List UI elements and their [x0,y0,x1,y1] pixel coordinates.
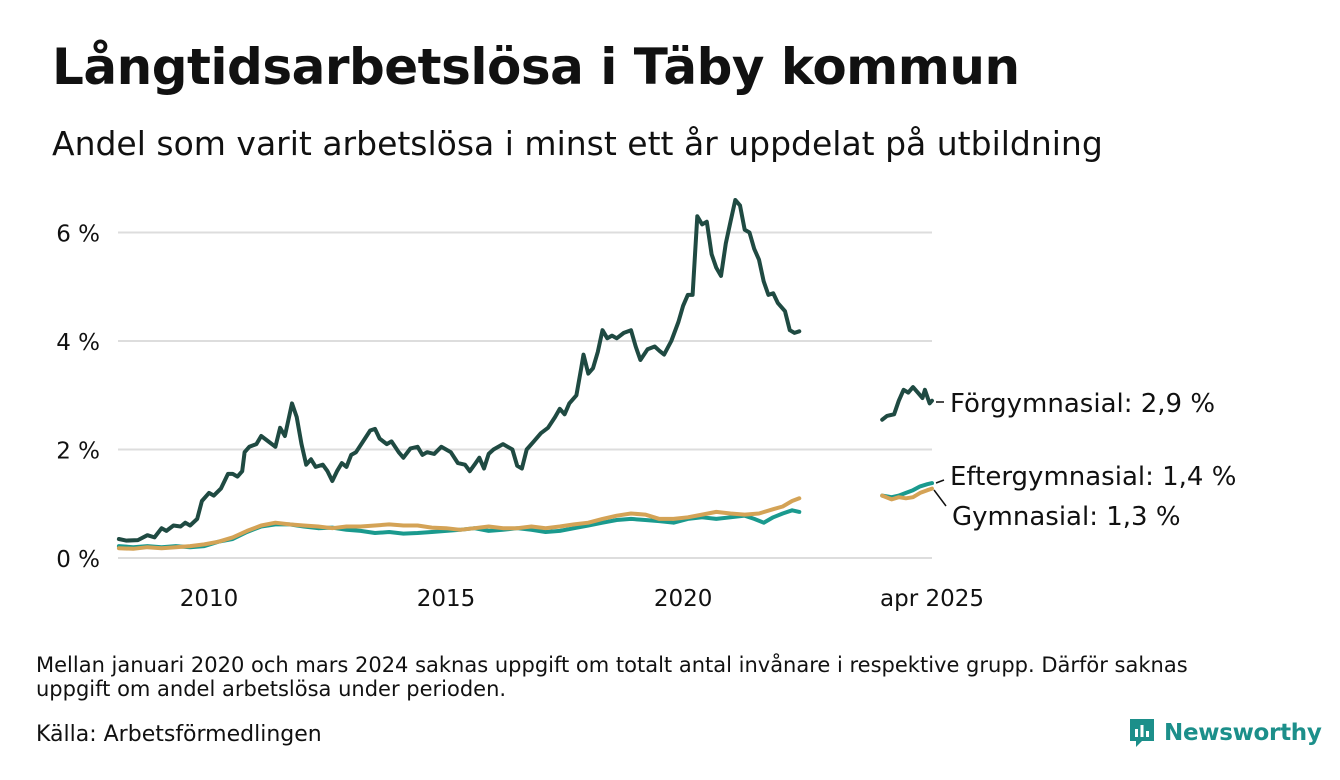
y-tick-label: 4 % [56,330,100,356]
line-chart: 0 % 2 % 4 % 6 % 2010 2015 2020 apr 2025 Förgym… [56,198,1236,612]
grid-layer [118,231,932,559]
label-leader-line [935,479,945,484]
series-label-gymnasial: Gymnasial: 1,3 % [952,502,1181,532]
brand-name: Newsworthy [1164,720,1322,746]
x-tick-label: 2010 [180,586,239,612]
series-labels: Förgymnasial: 2,9 % Eftergymnasial: 1,4 %… [933,389,1236,532]
newsworthy-logo-icon [1130,719,1154,747]
series-line-förgymnasial [116,198,802,543]
y-tick-label: 0 % [56,547,100,573]
source-text: Källa: Arbetsförmedlingen [36,722,322,747]
x-tick-label: apr 2025 [880,586,984,612]
y-tick-label: 2 % [56,439,100,465]
footnote: Mellan januari 2020 och mars 2024 saknas… [36,653,1188,701]
chart-subtitle: Andel som varit arbetslösa i minst ett å… [52,124,1103,163]
x-axis: 2010 2015 2020 apr 2025 [180,586,984,612]
x-tick-label: 2020 [654,586,713,612]
series-line-förgymnasial [880,385,934,422]
series-label-förgymnasial: Förgymnasial: 2,9 % [950,389,1215,419]
x-tick-label: 2015 [417,586,476,612]
series-line-eftergymnasial [880,481,934,500]
chart-title: Långtidsarbetslösa i Täby kommun [52,38,1020,96]
series-layer [116,198,934,551]
series-line-gymnasial [880,486,934,502]
y-tick-label: 6 % [56,222,100,248]
y-axis: 0 % 2 % 4 % 6 % [56,222,100,573]
brand-logo-block[interactable]: Newsworthy [1128,716,1322,750]
label-leader-line [933,489,947,507]
series-label-eftergymnasial: Eftergymnasial: 1,4 % [950,462,1236,492]
series-line-gymnasial [116,496,802,551]
